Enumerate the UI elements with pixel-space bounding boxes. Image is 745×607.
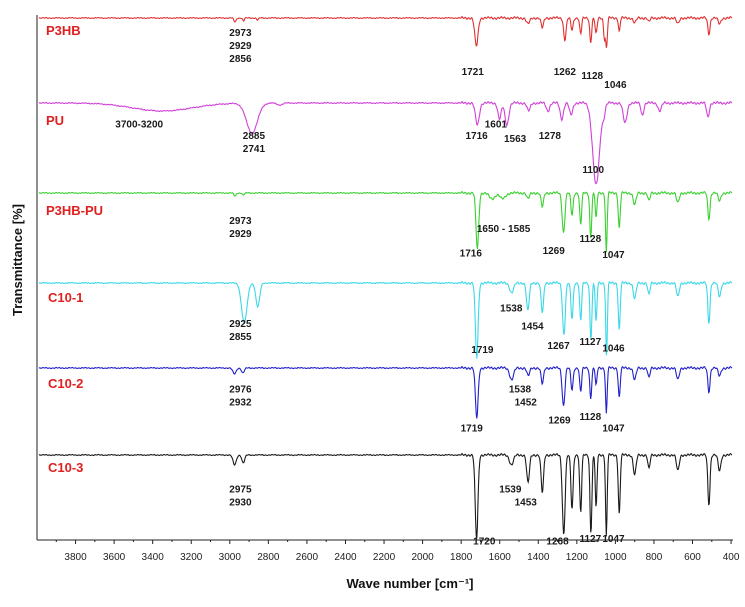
- peak-label: 1269: [543, 246, 566, 257]
- axis-layer: 3800 3600 3400 3200 3000 2800 2600 2400 2200 2000…: [36, 15, 740, 563]
- peak-label: 1127: [579, 534, 601, 545]
- peak-label: 1278: [539, 131, 562, 142]
- peak-label: 1716: [465, 131, 488, 142]
- x-tick-label: 800: [646, 552, 663, 563]
- peak-label: 1046: [602, 344, 625, 355]
- peak-label: 1601: [485, 120, 508, 131]
- x-tick-label: 3800: [64, 552, 87, 563]
- x-tick-label: 2000: [411, 552, 434, 563]
- y-axis-title: Transmittance [%]: [10, 204, 25, 316]
- peak-label: 2925: [229, 319, 252, 330]
- series-line-c10-2: [38, 365, 733, 419]
- peak-label: 1100: [582, 165, 604, 176]
- x-tick-label: 3200: [180, 552, 203, 563]
- peak-label: 1046: [604, 80, 627, 91]
- x-tick-label: 1600: [489, 552, 512, 563]
- peak-label: 1047: [602, 424, 625, 435]
- series-layer: [38, 15, 733, 539]
- peak-label: 1719: [461, 424, 484, 435]
- series-name: PU: [46, 113, 64, 128]
- peak-label: 2973: [229, 216, 252, 227]
- series-line-pu: [38, 100, 733, 185]
- peak-label: 2856: [229, 54, 252, 65]
- series-line-c10-1: [38, 280, 733, 359]
- x-tick-label: 2200: [373, 552, 396, 563]
- x-tick-label: 1800: [450, 552, 473, 563]
- peak-label: 1128: [579, 234, 601, 245]
- x-tick-label: 3400: [142, 552, 165, 563]
- series-line-c10-3: [38, 452, 733, 539]
- peak-label: 1538: [500, 303, 523, 314]
- series-line-p3hb: [38, 15, 733, 48]
- x-tick-label: 2600: [296, 552, 319, 563]
- peak-label: 2741: [243, 144, 266, 155]
- peak-label: 1719: [471, 345, 494, 356]
- peak-label: 1563: [504, 134, 527, 145]
- x-tick-label: 2400: [334, 552, 357, 563]
- peak-label: 1539: [499, 485, 522, 496]
- peak-label: 1268: [546, 537, 569, 548]
- peak-label: 1128: [579, 412, 601, 423]
- peak-label: 1454: [521, 322, 544, 333]
- series-line-p3hb-pu: [38, 190, 733, 253]
- series-name: C10-3: [48, 460, 83, 475]
- series-name: C10-2: [48, 376, 83, 391]
- x-tick-label: 1400: [527, 552, 550, 563]
- peak-label: 2885: [243, 131, 266, 142]
- peak-label: 1262: [554, 67, 577, 78]
- peak-label: 1267: [547, 341, 570, 352]
- x-tick-label: 600: [684, 552, 701, 563]
- peak-label: 2929: [229, 41, 252, 52]
- peak-label: 1721: [462, 67, 485, 78]
- x-tick-label: 2800: [257, 552, 280, 563]
- peak-label: 1720: [473, 537, 496, 548]
- x-tick-label: 1000: [604, 552, 627, 563]
- peak-label: 2855: [229, 332, 252, 343]
- peak-label: 1269: [548, 416, 571, 427]
- peak-label: 2975: [229, 485, 252, 496]
- peak-label: 2929: [229, 229, 252, 240]
- peak-label: 1047: [602, 250, 625, 261]
- peak-label: 1128: [581, 71, 603, 82]
- series-name: C10-1: [48, 290, 83, 305]
- x-tick-label: 400: [723, 552, 740, 563]
- peak-label: 1716: [460, 249, 483, 260]
- series-name: P3HB: [46, 23, 81, 38]
- peak-label: 1538: [509, 385, 532, 396]
- peak-label: 1453: [515, 498, 538, 509]
- x-axis-title: Wave number [cm⁻¹]: [346, 576, 473, 591]
- peak-label: 1127: [579, 337, 601, 348]
- peak-label: 1452: [515, 398, 538, 409]
- x-tick-label: 3000: [219, 552, 242, 563]
- x-tick-label: 1200: [566, 552, 589, 563]
- peak-label: 2973: [229, 28, 252, 39]
- series-name: P3HB-PU: [46, 203, 103, 218]
- x-tick-label: 3600: [103, 552, 126, 563]
- peak-label: 1047: [602, 534, 625, 545]
- peak-label: 3700-3200: [115, 120, 163, 131]
- peak-label: 2930: [229, 498, 252, 509]
- peak-label: 2932: [229, 398, 252, 409]
- peak-label: 1650 - 1585: [477, 224, 531, 235]
- peak-label: 2976: [229, 385, 252, 396]
